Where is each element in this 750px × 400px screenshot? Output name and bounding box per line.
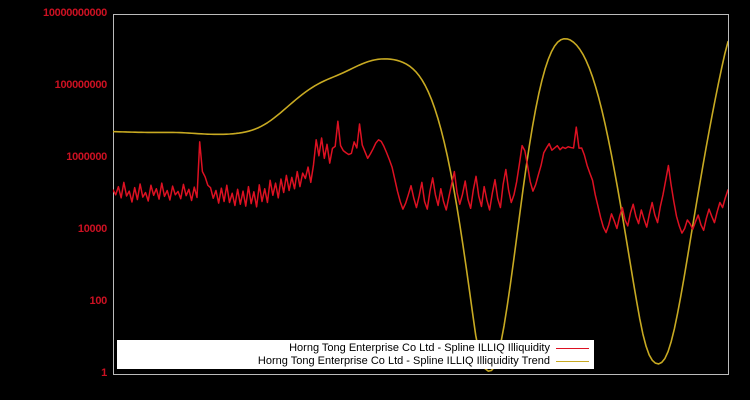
illiquidity-line-series [113,120,728,234]
line-swatch-red-icon [556,347,589,349]
line-swatch-yellow-icon [556,360,589,362]
y-tick-label: 100000000 [54,79,108,91]
series-path [113,37,728,372]
legend-label-trend: Horng Tong Enterprise Co Ltd - Spline IL… [257,355,550,367]
series-path [113,120,728,234]
y-tick-label: 100 [89,295,108,307]
y-tick-label: 10000000000 [43,7,107,19]
legend-entry-series[interactable]: Horng Tong Enterprise Co Ltd - Spline IL… [117,342,594,355]
y-tick-label: 1000000 [66,151,107,163]
chart-legend[interactable]: Horng Tong Enterprise Co Ltd - Spline IL… [117,340,594,369]
plot-border [113,14,729,375]
trend-line-series [113,37,728,372]
plot-frame [113,14,729,375]
y-tick-label: 10000 [77,223,107,235]
legend-label-series: Horng Tong Enterprise Co Ltd - Spline IL… [289,342,550,354]
y-tick-label: 1 [101,367,107,379]
legend-entry-trend[interactable]: Horng Tong Enterprise Co Ltd - Spline IL… [117,355,594,368]
